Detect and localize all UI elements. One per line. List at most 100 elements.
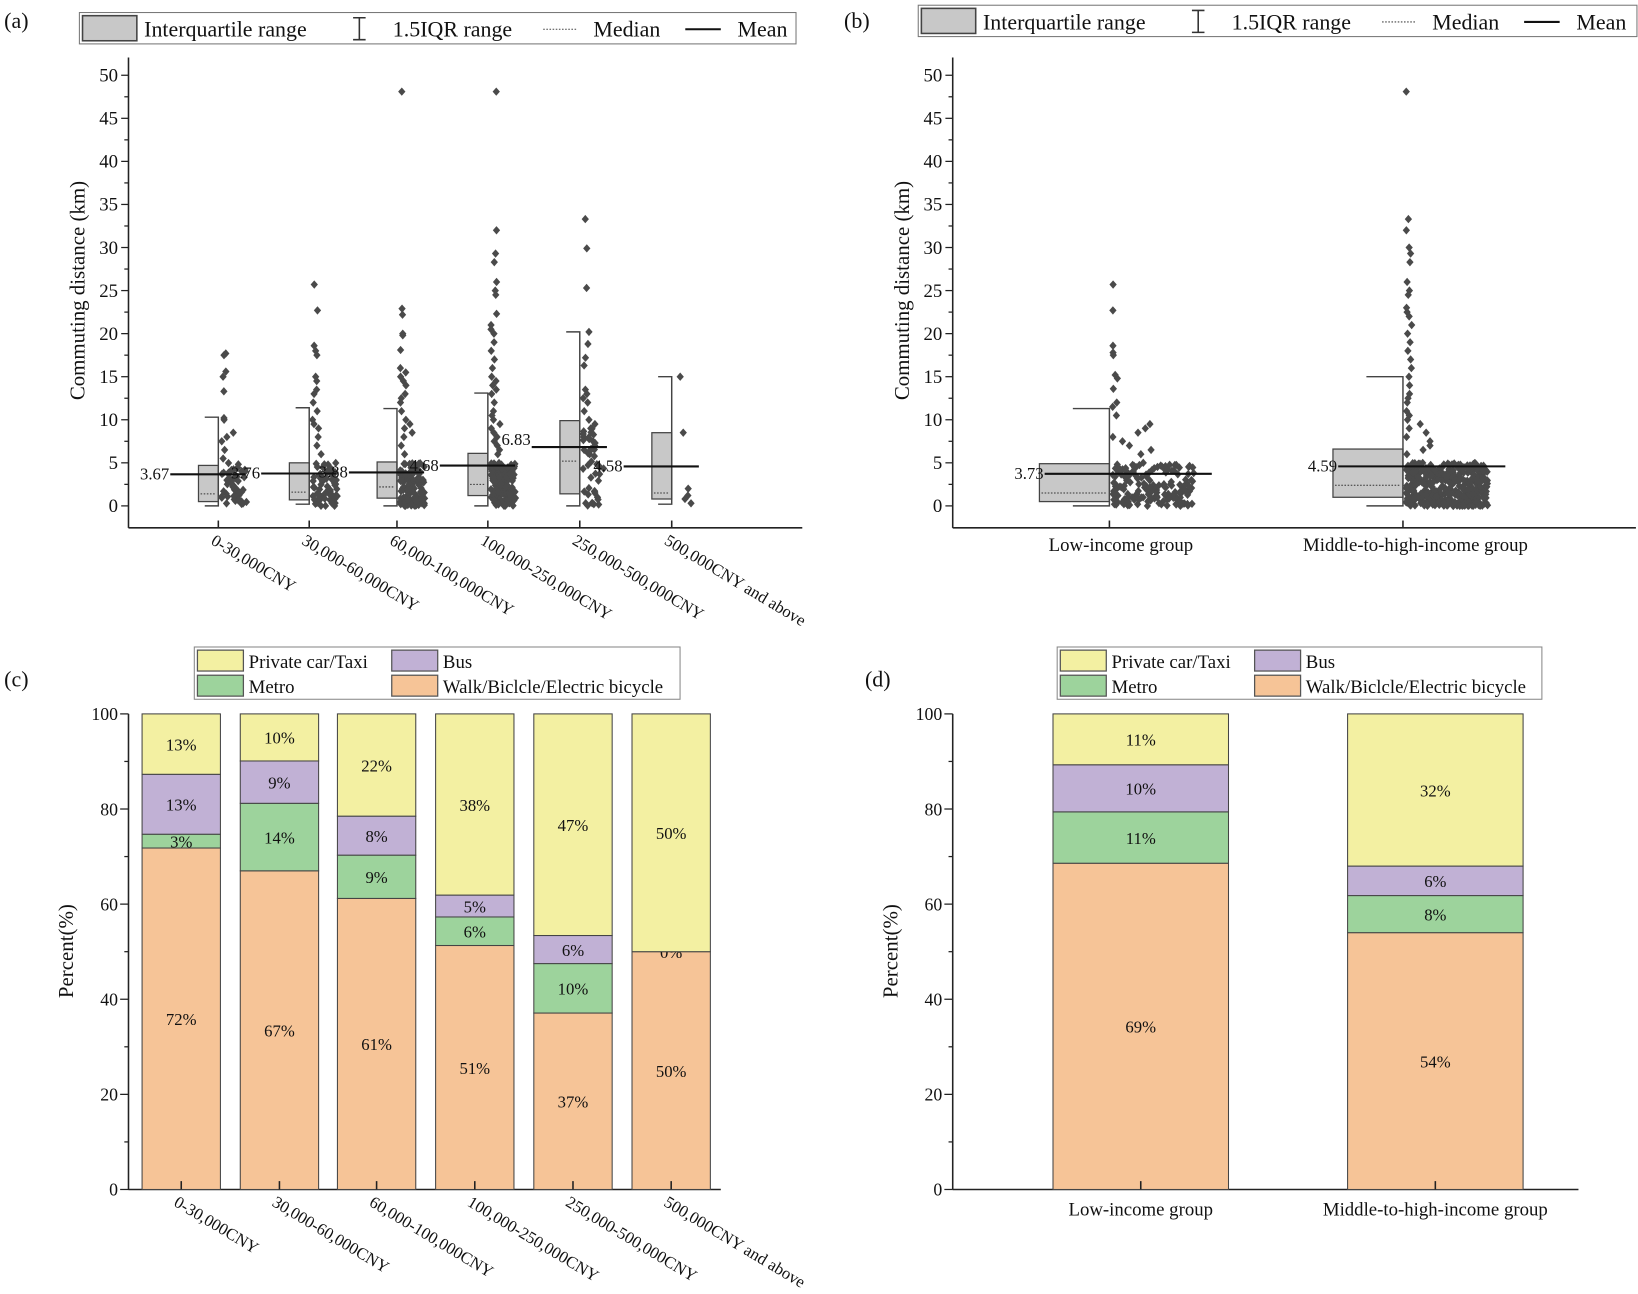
mean-value-label: 3.73 [1014,464,1043,483]
y-tick-label: 20 [99,324,118,345]
data-point [1406,249,1415,258]
whisker-icon [353,16,366,41]
data-point [1408,320,1416,330]
y-tick-label: 20 [925,1085,943,1105]
x-tick-label: Middle-to-high-income group [1303,535,1528,556]
y-tick-label: 100 [916,704,943,724]
data-point [581,214,589,224]
mean-value-label: 4.59 [1308,457,1337,476]
metro-swatch [196,674,245,697]
bus-value-label: 6% [562,941,584,960]
data-point [402,381,410,390]
data-point [1167,481,1176,490]
data-point [1420,501,1428,510]
car-value-label: 38% [459,796,490,815]
data-point [489,381,497,390]
metro-value-label: 14% [264,828,295,847]
data-point [1402,498,1410,507]
data-point [1449,466,1457,475]
data-point [400,432,408,442]
car-value-label: 22% [361,756,392,775]
data-point [1176,480,1184,489]
data-point [591,438,599,448]
bus-segment [141,773,221,835]
data-point [580,406,588,416]
data-point [490,338,498,347]
bus-segment [533,934,613,965]
iqr-box [559,420,581,495]
car-value-label: 13% [166,735,197,754]
data-point [583,244,591,253]
stacked-bar: 69% 11% 10% 11% Low-income group [1052,713,1230,1221]
data-point [1402,432,1411,442]
data-point [1404,290,1412,300]
data-point [219,487,228,496]
y-tick-label: 0 [109,1180,118,1200]
data-point [1118,437,1127,446]
data-point [313,376,321,386]
car-segment [141,713,221,775]
data-point [1436,484,1445,493]
box-group: 4.59 Middle-to-high-income group [1303,87,1528,556]
data-point [491,477,500,487]
legend-iqr-label: Interquartile range [144,17,307,42]
data-point [1411,481,1420,490]
data-point [588,498,596,508]
data-point [1109,384,1117,393]
data-point [1407,501,1415,510]
legend-metro-label: Metro [249,677,295,698]
data-point [229,428,237,437]
iqr-box [376,461,398,499]
stacked-bar: 54% 8% 6% 32% Middle-to-high-income group [1323,713,1548,1221]
bus-value-label: 6% [1424,872,1446,891]
data-point [1109,306,1117,315]
whisker [658,375,673,505]
data-point [491,249,500,258]
car-segment [631,713,711,953]
data-point [310,472,318,482]
data-point [494,450,502,459]
whisker-icon [1191,9,1205,34]
data-point [224,458,233,468]
metro-segment [239,802,320,872]
data-point [1163,501,1171,510]
data-point [397,441,405,450]
legend-walk-label: Walk/Biclcle/Electric bicycle [1306,677,1526,698]
data-point [580,361,588,370]
x-tick-label: 0-30,000CNY [171,1192,262,1257]
data-point [312,459,320,468]
bus-swatch [1253,649,1302,672]
y-axis-title: Commuting distance (km) [66,181,90,400]
legend-median-label: Median [593,17,660,42]
data-point [220,445,229,455]
bus-segment [1052,764,1230,813]
y-axis-title: Commuting distance (km) [890,181,914,400]
walk-value-label: 50% [656,1062,687,1081]
walk-swatch [1253,674,1302,697]
data-point [1109,432,1117,442]
data-point [310,280,318,289]
walk-value-label: 61% [361,1035,392,1054]
data-point [1483,501,1492,510]
data-point [584,460,592,470]
data-point [1414,473,1422,482]
bar-legend: Private car/Taxi Bus Metro Walk/Biclcle/Ele… [1056,646,1543,700]
data-point [397,406,406,416]
data-point [1171,460,1179,470]
walk-segment [141,847,221,1190]
data-point [579,429,587,439]
data-point [1427,481,1435,490]
y-tick-label: 30 [923,238,942,259]
metro-segment [1052,811,1230,864]
car-value-label: 32% [1420,781,1451,800]
metro-segment [1347,895,1524,934]
walk-segment [435,944,515,1190]
mean-value-label: 3.67 [140,465,169,484]
data-point [490,398,498,407]
legend-median-label: Median [1432,9,1499,34]
data-point [582,283,591,293]
data-point [397,486,405,496]
y-tick-label: 0 [933,496,942,517]
data-point [1405,372,1413,381]
data-point [1405,424,1413,433]
